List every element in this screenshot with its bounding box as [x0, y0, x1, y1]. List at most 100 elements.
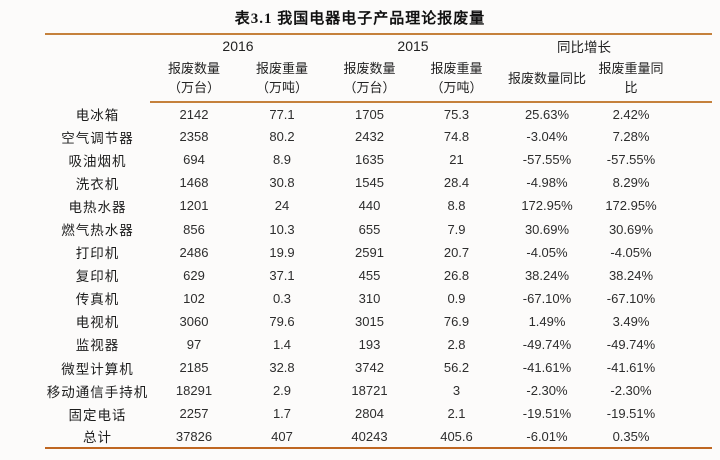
- product-name-cell: 吸油烟机: [68, 153, 127, 169]
- table-row: 监视器 97 1.4 193 2.8 -49.74% -49.74%: [45, 333, 712, 356]
- qty-yoy-cell: -41.61%: [522, 360, 572, 376]
- table-row: 电视机 3060 79.6 3015 76.9 1.49% 3.49%: [45, 310, 712, 333]
- header-qty-label: 报废数量: [167, 61, 220, 77]
- wt-2015-cell: 8.8: [447, 198, 466, 214]
- qty-2015-cell: 18721: [351, 383, 388, 399]
- table-row: 传真机 102 0.3 310 0.9 -67.10% -67.10%: [45, 287, 712, 310]
- qty-yoy-cell: 1.49%: [528, 313, 566, 329]
- qty-2016-cell: 37826: [175, 428, 213, 444]
- wt-2016-cell: 1.7: [272, 406, 292, 422]
- header-qty-yoy: 报废数量同比: [500, 57, 594, 103]
- qty-yoy-cell: -2.30%: [526, 383, 568, 399]
- qty-yoy-cell: 172.95%: [521, 198, 573, 214]
- qty-yoy-cell: -57.55%: [522, 152, 572, 168]
- qty-yoy-cell: -67.10%: [522, 290, 572, 306]
- wt-yoy-cell: 3.49%: [612, 313, 650, 329]
- table-row: 固定电话 2257 1.7 2804 2.1 -19.51% -19.51%: [45, 402, 712, 425]
- table-header: 2016 2015 同比增长 报废数量 （万台） 报废重量 （万吨） 报废数量 …: [45, 34, 712, 103]
- wt-2015-cell: 3: [452, 383, 461, 399]
- qty-2015-cell: 2432: [355, 129, 384, 145]
- qty-2016-cell: 1201: [179, 198, 209, 214]
- qty-2015-cell: 1705: [355, 106, 384, 122]
- table-row: 洗衣机 1468 30.8 1545 28.4 -4.98% 8.29%: [45, 171, 712, 194]
- qty-2015-cell: 193: [358, 336, 381, 352]
- qty-yoy-cell: -49.74%: [522, 336, 572, 352]
- qty-2016-cell: 18291: [175, 383, 213, 399]
- table-row: 电热水器 1201 24 440 8.8 172.95% 172.95%: [45, 194, 712, 217]
- product-name-cell: 电冰箱: [75, 107, 120, 123]
- product-name-cell: 空气调节器: [61, 130, 134, 146]
- wt-2015-cell: 75.3: [443, 106, 470, 122]
- header-qty-2016: 报废数量 （万台）: [150, 57, 238, 103]
- header-wt-label: 报废重量: [255, 61, 308, 77]
- qty-2016-cell: 97: [186, 336, 202, 352]
- qty-2015-cell: 2804: [355, 406, 384, 422]
- qty-2016-cell: 102: [183, 290, 205, 306]
- header-wt-2015: 报废重量 （万吨）: [413, 57, 500, 103]
- header-wt-label: 报废重量: [430, 61, 483, 77]
- wt-2016-cell: 1.4: [272, 336, 292, 352]
- wt-2015-cell: 20.7: [443, 244, 470, 260]
- wt-2016-cell: 10.3: [269, 221, 295, 237]
- table-row: 空气调节器 2358 80.2 2432 74.8 -3.04% 7.28%: [45, 125, 712, 148]
- wt-2015-cell: 26.8: [443, 267, 470, 283]
- wt-yoy-cell: -67.10%: [606, 290, 656, 306]
- table-row: 电冰箱 2142 77.1 1705 75.3 25.63% 2.42%: [45, 102, 712, 125]
- qty-yoy-cell: 30.69%: [524, 221, 570, 237]
- wt-2015-cell: 56.2: [443, 360, 470, 376]
- table-row: 打印机 2486 19.9 2591 20.7 -4.05% -4.05%: [45, 241, 712, 264]
- header-qty-label: 报废数量: [343, 61, 396, 77]
- qty-2016-cell: 629: [183, 267, 205, 283]
- qty-yoy-cell: 25.63%: [524, 106, 570, 122]
- table-row: 微型计算机 2185 32.8 3742 56.2 -41.61% -41.61…: [45, 356, 712, 379]
- wt-2016-cell: 79.6: [269, 313, 295, 329]
- product-name-cell: 监视器: [75, 338, 120, 354]
- table-row: 总计 37826 407 40243 405.6 -6.01% 0.35%: [45, 425, 712, 448]
- table-row: 吸油烟机 694 8.9 1635 21 -57.55% -57.55%: [45, 148, 712, 171]
- qty-2015-cell: 2591: [355, 244, 384, 260]
- qty-yoy-cell: -4.05%: [526, 244, 568, 260]
- product-name-cell: 微型计算机: [61, 361, 134, 377]
- wt-2016-cell: 80.2: [269, 129, 295, 145]
- wt-2016-cell: 77.1: [269, 106, 295, 122]
- wt-2015-cell: 28.4: [443, 175, 470, 191]
- qty-2016-cell: 3060: [179, 313, 209, 329]
- table-title: 表3.1 我国电器电子产品理论报废量: [234, 11, 486, 27]
- header-qty-unit: （万台）: [167, 80, 220, 95]
- year-spanner-row: 2016 2015 同比增长: [45, 34, 712, 57]
- header-wt-unit: （万吨）: [255, 80, 308, 95]
- qty-2016-cell: 1468: [179, 175, 209, 191]
- qty-yoy-cell: -4.98%: [526, 175, 568, 191]
- table-row: 燃气热水器 856 10.3 655 7.9 30.69% 30.69%: [45, 217, 712, 240]
- wt-2016-cell: 8.9: [272, 152, 292, 168]
- product-name-cell: 总计: [83, 430, 112, 446]
- subheader-row: 报废数量 （万台） 报废重量 （万吨） 报废数量 （万台） 报废重量 （万吨） …: [45, 57, 712, 103]
- header-wt-2016: 报废重量 （万吨）: [238, 57, 326, 103]
- col-group-2016: 2016: [222, 38, 254, 54]
- wt-2016-cell: 0.3: [272, 290, 292, 306]
- wt-yoy-cell: 8.29%: [612, 175, 650, 191]
- wt-yoy-cell: 30.69%: [608, 221, 654, 237]
- wt-yoy-cell: -41.61%: [606, 360, 656, 376]
- qty-2015-cell: 440: [358, 198, 381, 214]
- wt-yoy-cell: 7.28%: [612, 129, 650, 145]
- table-body: 电冰箱 2142 77.1 1705 75.3 25.63% 2.42% 空气调…: [45, 102, 712, 448]
- wt-2016-cell: 407: [271, 428, 293, 444]
- wt-2015-cell: 7.9: [447, 221, 466, 237]
- qty-2016-cell: 2142: [179, 106, 209, 122]
- wt-yoy-cell: 2.42%: [612, 106, 650, 122]
- wt-2016-cell: 37.1: [269, 267, 295, 283]
- wt-yoy-cell: 38.24%: [608, 267, 654, 283]
- product-name-cell: 固定电话: [68, 407, 127, 423]
- product-name-cell: 洗衣机: [75, 176, 120, 192]
- qty-yoy-cell: -19.51%: [522, 406, 572, 422]
- scrap-volume-table: 2016 2015 同比增长 报废数量 （万台） 报废重量 （万吨） 报废数量 …: [45, 33, 712, 450]
- qty-yoy-cell: -3.04%: [526, 129, 568, 145]
- product-column-header-empty: [45, 34, 150, 102]
- qty-2015-cell: 655: [358, 221, 381, 237]
- header-wt-yoy: 报废重量同比: [594, 57, 712, 103]
- wt-2016-cell: 32.8: [269, 360, 295, 376]
- col-group-2015: 2015: [397, 38, 429, 54]
- wt-yoy-cell: -19.51%: [606, 406, 656, 422]
